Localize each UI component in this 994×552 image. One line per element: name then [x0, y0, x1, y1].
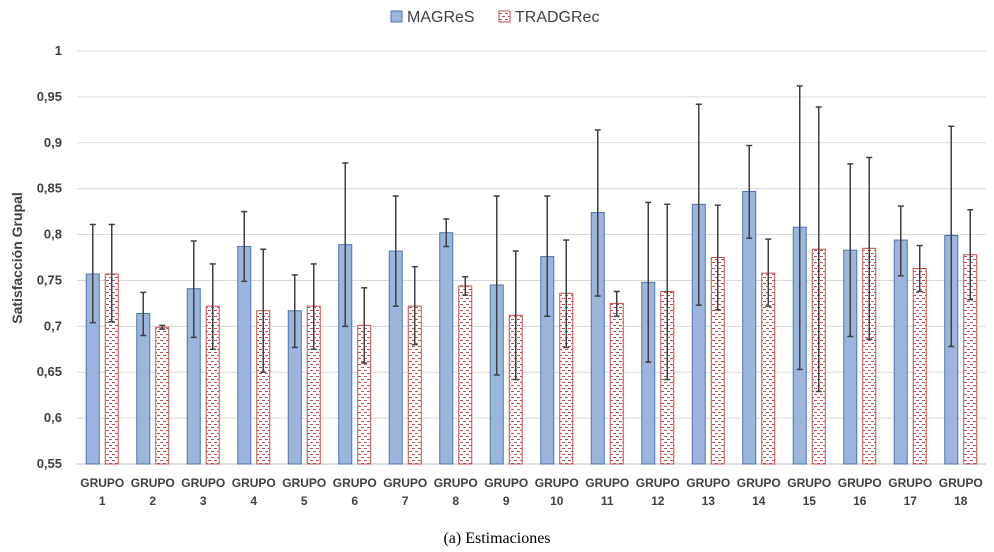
y-tick-label: 0,95: [37, 89, 62, 104]
x-tick-label: 7: [402, 494, 409, 508]
x-tick-label: 13: [702, 494, 716, 508]
x-tick-label: GRUPO: [434, 476, 478, 490]
legend-label-tradgrec: TRADGRec: [515, 9, 599, 26]
grid-lines: [77, 50, 986, 465]
y-tick-label: 0,65: [37, 364, 62, 379]
legend-swatch-magres: [390, 10, 403, 23]
x-tick-label: 5: [301, 494, 308, 508]
y-tick-label: 0,8: [44, 227, 62, 242]
x-tick-label: 18: [954, 494, 968, 508]
x-tick-labels: GRUPO 1 GRUPO 2 GRUPO 3 GRUPO 4 GRUPO 5 GRUPO 6 GRUP…: [80, 476, 983, 508]
legend-swatch-tradgrec: [498, 10, 511, 23]
x-tick-label: GRUPO: [232, 476, 276, 490]
x-tick-label: 4: [250, 494, 257, 508]
x-tick-label: GRUPO: [888, 476, 932, 490]
x-tick-label: 14: [752, 494, 766, 508]
x-tick-label: 8: [452, 494, 459, 508]
bar-chart: MAGReS TRADGRec 0,55 0,6 0,65 0,7 0,75 0,8 0,8…: [9, 9, 986, 508]
y-axis-title: Satisfacción Grupal: [9, 192, 25, 323]
x-tick-label: 17: [904, 494, 918, 508]
bar-magres: [439, 232, 454, 465]
bar-tradgrec: [458, 285, 473, 465]
x-tick-label: 6: [351, 494, 358, 508]
x-tick-label: GRUPO: [333, 476, 377, 490]
x-tick-label: GRUPO: [131, 476, 175, 490]
x-tick-label: GRUPO: [383, 476, 427, 490]
x-tick-label: GRUPO: [535, 476, 579, 490]
y-tick-label: 0,85: [37, 181, 62, 196]
x-tick-label: GRUPO: [939, 476, 983, 490]
y-tick-labels: 0,55 0,6 0,65 0,7 0,75 0,8 0,85 0,9 0,95 1: [37, 43, 62, 471]
x-tick-label: GRUPO: [80, 476, 124, 490]
y-tick-label: 0,6: [44, 410, 62, 425]
bar-tradgrec: [609, 302, 624, 465]
x-tick-label: 9: [503, 494, 510, 508]
x-tick-label: GRUPO: [282, 476, 326, 490]
bars: [85, 190, 978, 465]
x-tick-label: 2: [149, 494, 156, 508]
x-tick-label: GRUPO: [636, 476, 680, 490]
error-bars: [89, 85, 974, 393]
x-tick-label: GRUPO: [838, 476, 882, 490]
y-tick-label: 0,7: [44, 318, 62, 333]
x-tick-label: 3: [200, 494, 207, 508]
x-tick-label: 16: [853, 494, 867, 508]
x-tick-label: GRUPO: [787, 476, 831, 490]
y-tick-label: 0,75: [37, 272, 62, 287]
x-tick-label: 12: [651, 494, 665, 508]
x-tick-label: GRUPO: [737, 476, 781, 490]
legend: MAGReS TRADGRec: [390, 9, 599, 26]
figure-caption: (a) Estimaciones: [443, 530, 551, 547]
x-tick-label: GRUPO: [585, 476, 629, 490]
x-tick-label: GRUPO: [484, 476, 528, 490]
x-tick-label: 15: [803, 494, 817, 508]
y-tick-label: 0,55: [37, 456, 62, 471]
y-tick-label: 0,9: [44, 135, 62, 150]
y-tick-label: 1: [55, 43, 62, 58]
x-tick-label: 1: [99, 494, 106, 508]
x-tick-label: GRUPO: [181, 476, 225, 490]
x-tick-label: GRUPO: [686, 476, 730, 490]
bar-tradgrec: [912, 268, 927, 465]
bar-tradgrec: [155, 326, 170, 465]
x-tick-label: 11: [601, 494, 614, 508]
x-tick-label: 10: [550, 494, 564, 508]
legend-label-magres: MAGReS: [407, 9, 475, 26]
